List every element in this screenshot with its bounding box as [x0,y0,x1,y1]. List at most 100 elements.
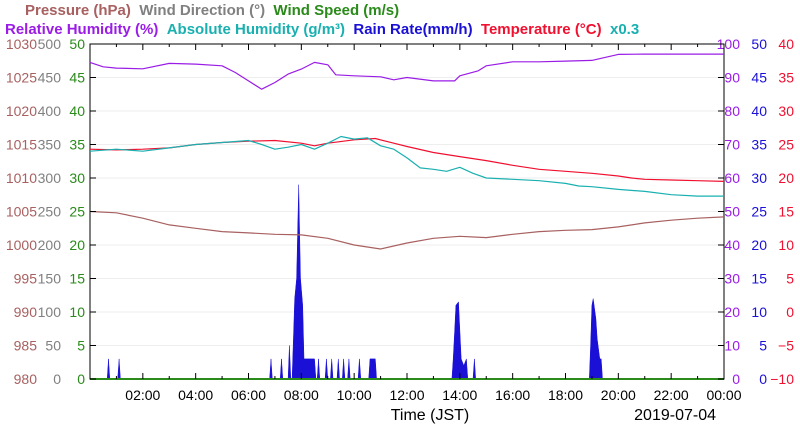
y-tick-label: 35 [69,137,85,153]
y-tick-label: 250 [38,204,62,220]
y-tick-label: 1000 [6,237,37,253]
y-tick-label: 100 [717,36,741,52]
y-tick-label: 1015 [6,137,37,153]
y-tick-label: 15 [751,271,767,287]
x-tick-label: 22:00 [654,387,689,403]
x-tick-label: 12:00 [389,387,424,403]
x-tick-label: 08:00 [284,387,319,403]
legend-item: Relative Humidity (%) [5,21,158,38]
x-tick-label: 04:00 [178,387,213,403]
y-tick-label: 980 [14,371,38,387]
legend-item: Absolute Humidity (g/m³) [158,21,345,38]
y-tick-label: −5 [778,338,794,354]
y-tick-label: 25 [69,204,85,220]
rain-rate-area [90,184,724,380]
y-tick-label: 995 [14,271,38,287]
y-tick-label: 1030 [6,36,37,52]
x-tick-label: 16:00 [495,387,530,403]
y-tick-label: 30 [724,271,740,287]
right-axes: 0 10 20 30 40 50 60 70 80 90 100 0 5 10 15 20 25 30 35 40 45… [717,36,795,387]
y-tick-label: 40 [751,103,767,119]
y-tick-label: 30 [778,103,794,119]
y-tick-label: 1010 [6,170,37,186]
y-tick-label: 15 [778,204,794,220]
y-tick-label: 350 [38,137,62,153]
y-tick-label: 1020 [6,103,37,119]
legend-row1: Pressure (hPa) Wind Direction (°) Wind S… [25,2,399,19]
y-tick-label: 25 [751,204,767,220]
y-tick-label: 15 [69,271,85,287]
x-axis: 02:00 04:00 06:00 08:00 10:00 12:00 14:00 16:00… [89,44,742,403]
legend-item: Wind Speed (m/s) [265,2,399,19]
y-tick-label: 40 [778,36,794,52]
y-tick-label: 10 [69,304,85,320]
y-tick-label: 10 [724,338,740,354]
y-tick-label: 25 [778,137,794,153]
y-tick-label: 40 [69,103,85,119]
y-tick-label: 50 [69,36,85,52]
legend-item: Pressure (hPa) [25,2,131,19]
y-tick-label: 1025 [6,70,37,86]
plot-frame [89,43,725,380]
x-tick-label: 14:00 [442,387,477,403]
y-tick-label: 30 [69,170,85,186]
y-tick-label: 500 [38,36,62,52]
y-tick-label: 300 [38,170,62,186]
x-tick-label: 20:00 [601,387,636,403]
y-tick-label: 20 [778,170,794,186]
pressure-line [89,210,725,250]
x-axis-title: Time (JST) [391,407,470,424]
y-tick-label: 100 [38,304,62,320]
x-tick-label: 10:00 [337,387,372,403]
series-group [89,53,725,380]
y-tick-label: 450 [38,70,62,86]
y-tick-label: 990 [14,304,38,320]
y-tick-label: 80 [724,103,740,119]
y-tick-label: 10 [778,237,794,253]
y-tick-label: 45 [69,70,85,86]
y-tick-label: 5 [759,338,767,354]
y-tick-label: 985 [14,338,38,354]
y-tick-label: 200 [38,237,62,253]
y-tick-label: 45 [751,70,767,86]
y-tick-label: 150 [38,271,62,287]
left-axes: 9809859909951000100510101015102010251030… [6,36,96,387]
legend: Pressure (hPa) Wind Direction (°) Wind S… [5,2,639,38]
y-tick-label: 0 [732,371,740,387]
y-tick-label: 5 [77,338,85,354]
y-tick-label: 400 [38,103,62,119]
x-tick-label: 02:00 [125,387,160,403]
y-tick-label: 50 [724,204,740,220]
legend-item: x0.3 [602,21,640,38]
y-tick-label: −10 [770,371,794,387]
y-tick-label: 30 [751,170,767,186]
y-tick-label: 0 [77,371,85,387]
y-tick-label: 0 [53,371,61,387]
y-tick-label: 50 [751,36,767,52]
legend-row2: Relative Humidity (%) Absolute Humidity … [5,21,639,38]
y-tick-label: 50 [45,338,61,354]
y-tick-label: 20 [724,304,740,320]
y-tick-label: 20 [69,237,85,253]
y-tick-label: 10 [751,304,767,320]
y-tick-label: 40 [724,237,740,253]
y-tick-label: 20 [751,237,767,253]
y-tick-label: 1005 [6,204,37,220]
x-tick-label: 06:00 [231,387,266,403]
x-tick-label: 00:00 [706,387,741,403]
absolute-humidity-line [89,135,724,197]
y-tick-label: 35 [751,137,767,153]
x-tick-label: 18:00 [548,387,583,403]
legend-item: Rain Rate(mm/h) [345,21,473,38]
y-tick-label: 35 [778,70,794,86]
legend-item: Wind Direction (°) [131,2,265,19]
relative-humidity-line [89,53,724,90]
date-label: 2019-07-04 [634,407,716,424]
y-tick-label: 60 [724,170,740,186]
y-tick-label: 70 [724,137,740,153]
y-tick-label: 90 [724,70,740,86]
y-tick-label: 5 [786,271,794,287]
y-tick-label: 0 [786,304,794,320]
legend-item: Temperature (°C) [473,21,602,38]
